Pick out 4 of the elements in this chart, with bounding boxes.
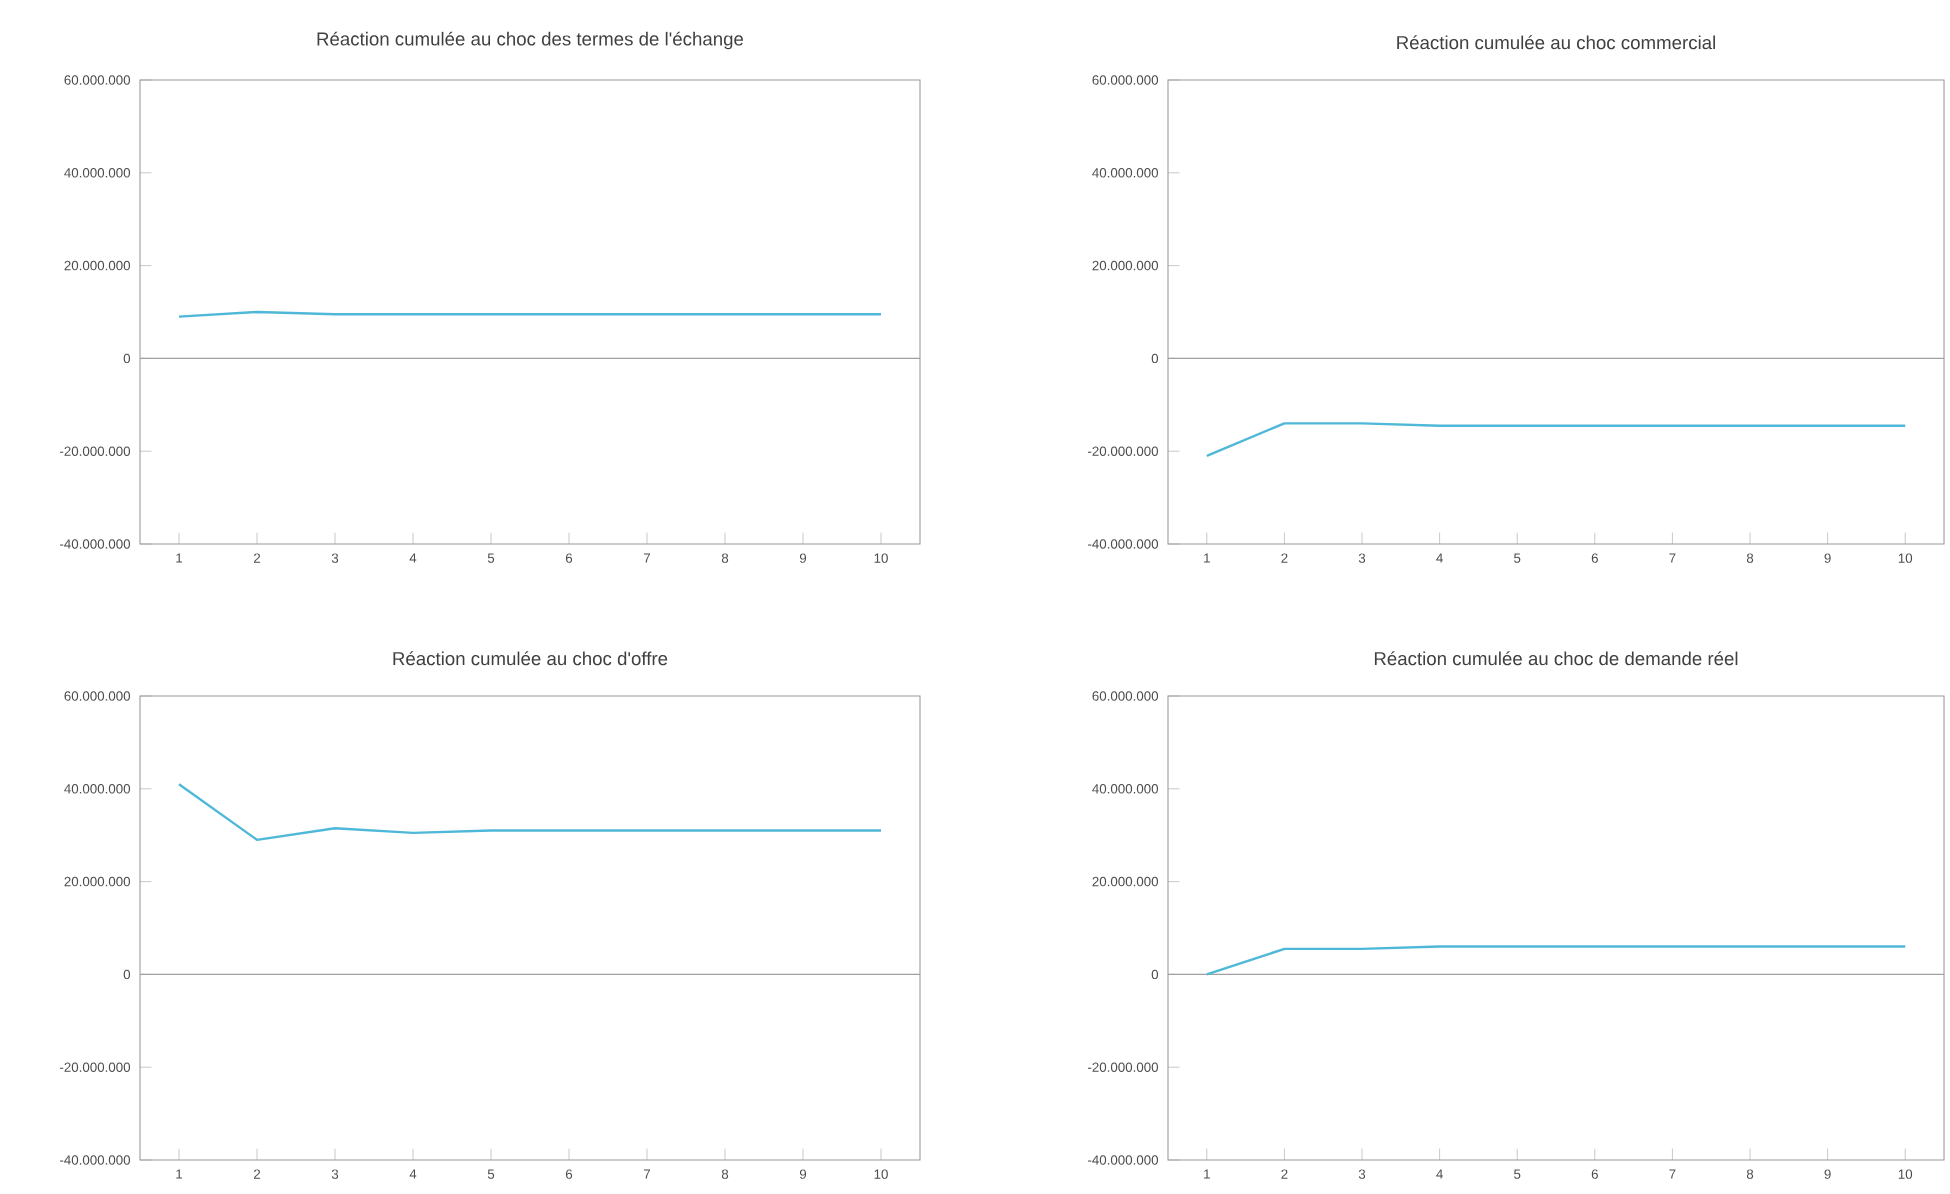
chart-title: Réaction cumulée au choc des termes de l'échange bbox=[317, 31, 744, 50]
chart-title: Réaction cumulée au choc d'offre bbox=[393, 651, 668, 666]
chart-title: Réaction cumulée au choc de demande réel bbox=[1374, 651, 1738, 666]
chart-title: Réaction cumulée au choc commercial bbox=[1397, 35, 1715, 50]
